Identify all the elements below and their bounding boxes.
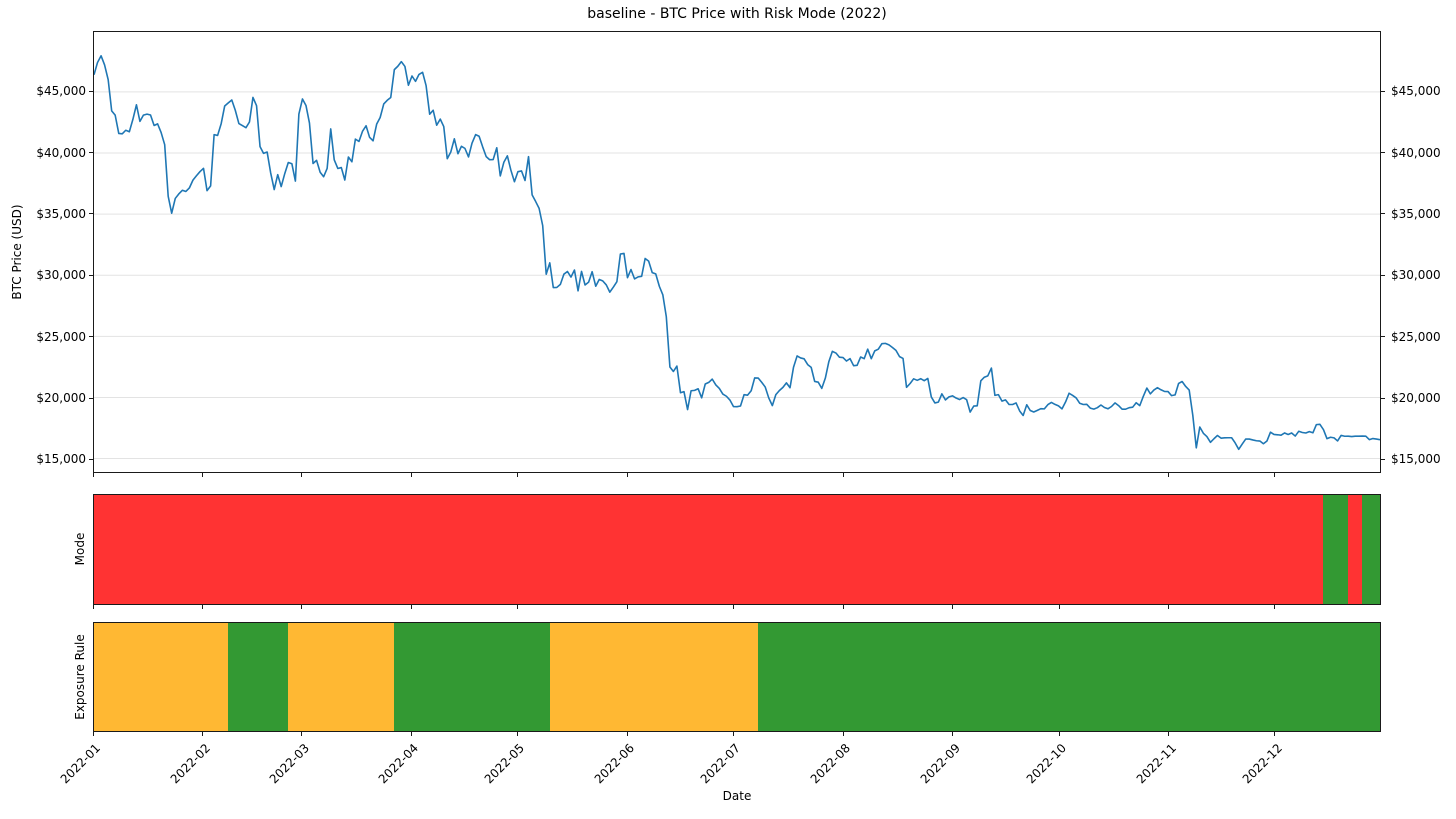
x-tick-mark-exposure bbox=[1058, 732, 1060, 736]
x-tick-label-text: 2022-05 bbox=[482, 741, 528, 787]
x-tick-mark-mode bbox=[517, 605, 519, 609]
y-tick-mark-left bbox=[89, 458, 93, 460]
btc-price-line bbox=[94, 54, 1380, 451]
x-tick-mark-exposure bbox=[732, 732, 734, 736]
x-tick-mark-exposure bbox=[1168, 732, 1170, 736]
x-tick-mark-price bbox=[301, 473, 303, 477]
x-tick-mark-price bbox=[952, 473, 954, 477]
y-tick-label-left: $35,000 bbox=[36, 206, 86, 221]
x-tick-mark-mode bbox=[410, 605, 412, 609]
y-tick-label-right: $30,000 bbox=[1391, 268, 1441, 283]
y-tick-mark-right bbox=[1381, 397, 1385, 399]
y-tick-mark-right bbox=[1381, 336, 1385, 338]
price-plot-svg bbox=[94, 54, 1380, 460]
y-tick-label-right: $15,000 bbox=[1391, 452, 1441, 467]
x-tick-mark-exposure bbox=[842, 732, 844, 736]
x-tick-mark-price bbox=[202, 473, 204, 477]
x-tick-mark-exposure bbox=[202, 732, 204, 736]
x-tick-mark-price bbox=[1168, 473, 1170, 477]
x-tick-mark-mode bbox=[92, 605, 94, 609]
x-tick-mark-price bbox=[626, 473, 628, 477]
exposure-band-segment bbox=[94, 623, 229, 731]
x-tick-label-text: 2022-12 bbox=[1239, 741, 1285, 787]
y-tick-mark-left bbox=[89, 336, 93, 338]
x-tick-label-text: 2022-01 bbox=[57, 741, 103, 787]
x-tick-label-text: 2022-07 bbox=[697, 741, 744, 787]
x-tick-mark-exposure bbox=[1274, 732, 1276, 736]
x-tick-mark-mode bbox=[202, 605, 204, 609]
x-tick-mark-exposure bbox=[301, 732, 303, 736]
x-tick-mark-price bbox=[1274, 473, 1276, 477]
y-tick-mark-left bbox=[89, 397, 93, 399]
y-tick-mark-right bbox=[1381, 274, 1385, 276]
mode-panel bbox=[93, 494, 1381, 605]
exposure-band-segment bbox=[288, 623, 395, 731]
x-tick-label-text: 2022-02 bbox=[167, 741, 213, 787]
x-tick-mark-price bbox=[842, 473, 844, 477]
x-tick-label-text: 2022-09 bbox=[917, 741, 963, 787]
x-tick-mark-mode bbox=[301, 605, 303, 609]
exposure-band-segment bbox=[228, 623, 289, 731]
x-tick-label-text: 2022-11 bbox=[1133, 741, 1179, 787]
y-tick-label-left: $20,000 bbox=[36, 391, 86, 406]
x-tick-mark-exposure bbox=[952, 732, 954, 736]
x-tick-mark-price bbox=[92, 473, 94, 477]
chart-title: baseline - BTC Price with Risk Mode (202… bbox=[587, 6, 887, 22]
y-tick-label-right: $20,000 bbox=[1391, 391, 1441, 406]
x-tick-mark-price bbox=[732, 473, 734, 477]
exposure-band-segment bbox=[394, 623, 550, 731]
exposure-panel bbox=[93, 622, 1381, 732]
x-tick-label-text: 2022-06 bbox=[591, 741, 638, 787]
x-tick-label-text: 2022-10 bbox=[1023, 741, 1069, 787]
mode-y-axis-title: Mode bbox=[73, 532, 87, 566]
x-tick-mark-exposure bbox=[626, 732, 628, 736]
x-tick-mark-price bbox=[517, 473, 519, 477]
x-tick-label-text: 2022-08 bbox=[807, 741, 854, 787]
x-axis-title: Date bbox=[722, 789, 752, 803]
mode-band-segment bbox=[1362, 495, 1380, 604]
y-tick-mark-right bbox=[1381, 213, 1385, 215]
y-tick-label-left: $40,000 bbox=[36, 145, 86, 160]
y-tick-mark-left bbox=[89, 152, 93, 154]
exposure-band-segment bbox=[549, 623, 759, 731]
x-tick-mark-mode bbox=[1168, 605, 1170, 609]
price-panel bbox=[93, 31, 1381, 473]
y-tick-label-right: $45,000 bbox=[1391, 84, 1441, 99]
y-tick-mark-right bbox=[1381, 90, 1385, 92]
x-tick-mark-mode bbox=[1058, 605, 1060, 609]
x-tick-label-text: 2022-04 bbox=[375, 741, 422, 787]
y-tick-mark-left bbox=[89, 274, 93, 276]
x-tick-mark-price bbox=[410, 473, 412, 477]
y-tick-label-left: $15,000 bbox=[36, 452, 86, 467]
x-tick-mark-exposure bbox=[410, 732, 412, 736]
y-tick-label-right: $40,000 bbox=[1391, 145, 1441, 160]
x-tick-mark-mode bbox=[626, 605, 628, 609]
y-tick-mark-right bbox=[1381, 152, 1385, 154]
y-tick-label-left: $25,000 bbox=[36, 329, 86, 344]
mode-band-segment bbox=[94, 495, 1324, 604]
x-tick-label-text: 2022-03 bbox=[266, 741, 312, 787]
x-tick-mark-exposure bbox=[92, 732, 94, 736]
x-tick-mark-mode bbox=[1274, 605, 1276, 609]
x-tick-mark-mode bbox=[842, 605, 844, 609]
y-tick-mark-left bbox=[89, 213, 93, 215]
y-tick-mark-right bbox=[1381, 458, 1385, 460]
mode-band-segment bbox=[1348, 495, 1363, 604]
y-tick-mark-left bbox=[89, 90, 93, 92]
x-tick-mark-mode bbox=[732, 605, 734, 609]
exposure-y-axis-title: Exposure Rule bbox=[73, 634, 87, 720]
y-tick-label-left: $45,000 bbox=[36, 84, 86, 99]
y-tick-label-right: $25,000 bbox=[1391, 329, 1441, 344]
y-tick-label-right: $35,000 bbox=[1391, 206, 1441, 221]
x-tick-mark-exposure bbox=[517, 732, 519, 736]
mode-band-segment bbox=[1323, 495, 1349, 604]
x-tick-mark-price bbox=[1058, 473, 1060, 477]
x-tick-mark-mode bbox=[952, 605, 954, 609]
y-tick-label-left: $30,000 bbox=[36, 268, 86, 283]
exposure-band-segment bbox=[758, 623, 1380, 731]
